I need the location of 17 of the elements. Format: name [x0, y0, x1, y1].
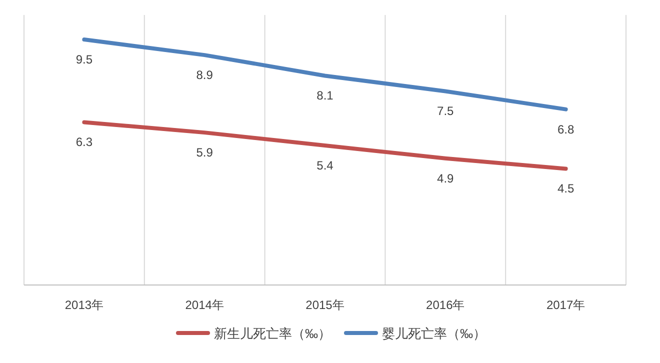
legend: 婴儿死亡率（‰）: [382, 326, 486, 341]
xtick: 2013年: [64, 298, 104, 312]
xtick: 2016年: [426, 298, 465, 312]
label: 5.4: [316, 158, 334, 172]
label: 9.5: [76, 52, 93, 67]
label: 4.5: [557, 182, 574, 196]
xtick: 2015年: [306, 298, 344, 312]
xtick: 2014年: [185, 298, 224, 312]
label: 6.8: [557, 122, 574, 136]
label: 6.3: [76, 135, 93, 150]
label: 8.1: [316, 88, 334, 103]
label: 4.9: [437, 171, 454, 186]
legend: 新生儿死亡率（‰）: [214, 326, 331, 341]
xtick: 2017年: [546, 298, 586, 312]
label: 5.9: [196, 146, 213, 160]
label: 7.5: [437, 104, 454, 118]
label: 8.9: [196, 68, 213, 82]
